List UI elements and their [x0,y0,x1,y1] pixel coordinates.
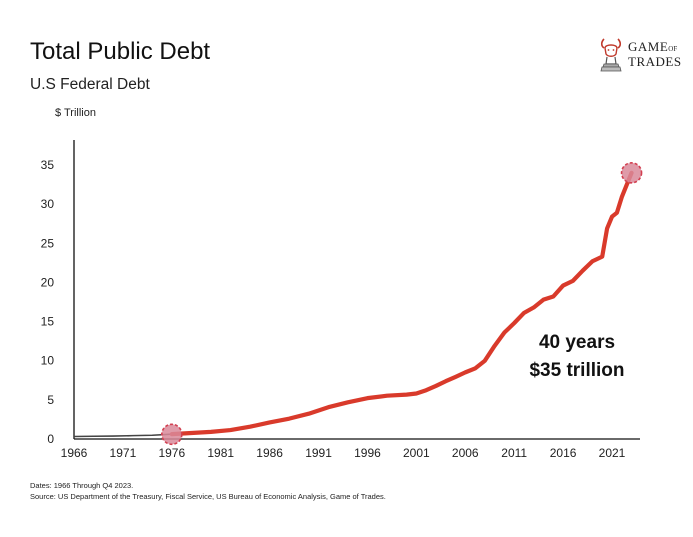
x-tick-label: 2016 [550,446,577,460]
x-tick-label: 1976 [158,446,185,460]
x-tick-label: 2006 [452,446,479,460]
series-line-early [73,433,172,438]
y-tick-label: 15 [41,315,55,329]
brand-logo: GAMEOF TRADES [596,34,686,78]
annotation-years: 40 years [539,332,615,353]
y-tick-label: 30 [41,197,55,211]
annotation-amount: $35 trillion [529,360,624,381]
y-axis-unit-label: $ Trillion [55,107,96,119]
chart-labels: $ Trillion 40 years $35 trillion [55,107,625,381]
x-tick-label: 2001 [403,446,430,460]
axis-ticks: 0 5 10 15 20 25 30 35 1966 1971 1976 1981 1986 1991 19… [41,158,626,460]
x-tick-label: 1996 [354,446,381,460]
footer-dates: Dates: 1966 Through Q4 2023. [30,481,134,490]
footer-source: Source: US Department of the Treasury, F… [30,492,386,501]
chart-axes [73,140,640,440]
series-line [169,170,634,437]
x-tick-label: 2011 [501,446,527,460]
y-tick-label: 0 [47,432,54,446]
logo-line-2: TRADES [628,54,682,69]
x-tick-label: 1986 [256,446,283,460]
x-tick-label: 2021 [599,446,626,460]
chart-series [73,170,634,438]
x-tick-label: 1981 [207,446,234,460]
logo-line-1: GAMEOF [628,39,678,54]
x-tick-label: 1991 [305,446,332,460]
y-tick-label: 25 [41,236,55,250]
highlight-marker [620,162,643,184]
chart-title: Total Public Debt [30,38,211,65]
x-tick-label: 1966 [61,446,88,460]
bull-knight-icon [600,38,622,72]
y-tick-label: 35 [41,158,55,172]
y-tick-label: 10 [41,354,55,368]
x-tick-label: 1971 [110,446,137,460]
y-tick-label: 20 [41,275,55,289]
chart-subtitle: U.S Federal Debt [30,76,150,93]
highlight-marker [161,423,183,446]
highlight-markers [161,162,643,446]
y-tick-label: 5 [47,393,54,407]
